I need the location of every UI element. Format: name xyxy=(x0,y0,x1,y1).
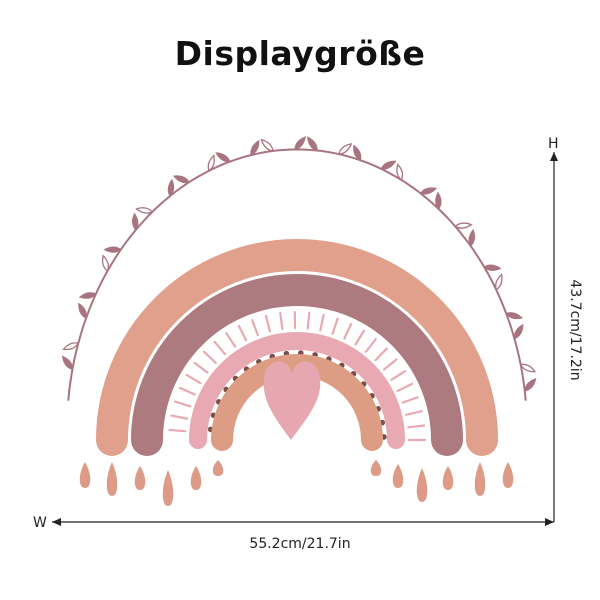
page-title: Displaygröße xyxy=(174,34,426,73)
height-dimension-label: 43.7cm/17.2in xyxy=(567,279,583,381)
leaf xyxy=(454,222,473,229)
ray-line xyxy=(168,428,187,433)
leaf xyxy=(135,207,154,214)
ray-line xyxy=(374,347,388,362)
ray-line xyxy=(331,317,339,335)
raindrop xyxy=(370,460,382,476)
ray-line xyxy=(251,319,259,337)
raindrops xyxy=(79,460,514,506)
height-axis-letter: H xyxy=(548,136,559,152)
ray-line xyxy=(203,350,217,365)
raindrop xyxy=(134,466,146,490)
width-dimension-label: 55.2cm/21.7in xyxy=(249,536,351,552)
second-band xyxy=(131,274,463,456)
ray-line xyxy=(364,338,377,353)
raindrop xyxy=(416,468,428,502)
raindrop xyxy=(162,470,174,506)
raindrop xyxy=(106,462,118,496)
leaf xyxy=(338,143,353,155)
leaf xyxy=(215,152,231,163)
leaf xyxy=(483,264,502,271)
ray-line xyxy=(185,373,202,385)
ray-line xyxy=(173,400,192,408)
leaf xyxy=(495,273,503,291)
raindrop xyxy=(392,464,404,488)
ray-line xyxy=(407,424,426,429)
leaf xyxy=(260,138,274,152)
ray-line xyxy=(237,324,248,342)
leaf xyxy=(380,160,397,170)
ray-line xyxy=(170,414,189,420)
width-dimension-line xyxy=(52,518,554,526)
leaf xyxy=(103,246,122,253)
leaf xyxy=(62,342,80,351)
ray-line xyxy=(396,382,414,393)
ray-line xyxy=(382,358,398,371)
width-axis-letter: W xyxy=(33,515,47,531)
leaf xyxy=(132,212,139,232)
leaf xyxy=(207,154,215,172)
ray-line xyxy=(279,311,284,331)
raindrop xyxy=(502,462,514,488)
leaf xyxy=(167,178,175,198)
ray-line xyxy=(264,314,272,333)
height-dimension-line xyxy=(550,152,558,522)
ray-lines xyxy=(168,310,427,442)
raindrop xyxy=(190,466,202,490)
pink-band xyxy=(189,332,405,449)
leaf xyxy=(61,355,74,371)
outer-band xyxy=(96,239,498,456)
leaf xyxy=(513,323,524,340)
raindrop xyxy=(79,462,91,488)
leaf xyxy=(78,292,97,299)
ray-line xyxy=(405,410,423,416)
raindrop xyxy=(474,462,486,496)
ray-line xyxy=(193,361,209,374)
leaf xyxy=(419,187,438,195)
raindrop xyxy=(212,460,224,476)
leaf xyxy=(307,136,318,152)
leaf xyxy=(435,191,442,211)
leaf xyxy=(250,139,260,156)
ray-line xyxy=(390,370,407,381)
leaf xyxy=(524,378,537,392)
leaf-garland xyxy=(61,136,537,401)
leaf xyxy=(505,312,524,320)
leaf xyxy=(101,254,109,273)
leaf xyxy=(396,163,404,182)
ray-line xyxy=(354,329,365,346)
ray-line xyxy=(225,332,237,348)
leaf xyxy=(78,302,87,320)
leaf xyxy=(353,144,362,162)
leaf xyxy=(172,175,191,184)
ray-line xyxy=(401,396,419,404)
raindrop xyxy=(442,466,454,490)
leaf xyxy=(519,363,537,373)
heart-shape xyxy=(263,361,321,440)
ray-line xyxy=(213,340,227,356)
leaf xyxy=(468,228,476,248)
ray-line xyxy=(178,386,196,396)
ray-line xyxy=(306,311,311,330)
ray-line xyxy=(319,313,325,332)
leaf xyxy=(294,136,307,151)
ray-line xyxy=(343,322,353,340)
